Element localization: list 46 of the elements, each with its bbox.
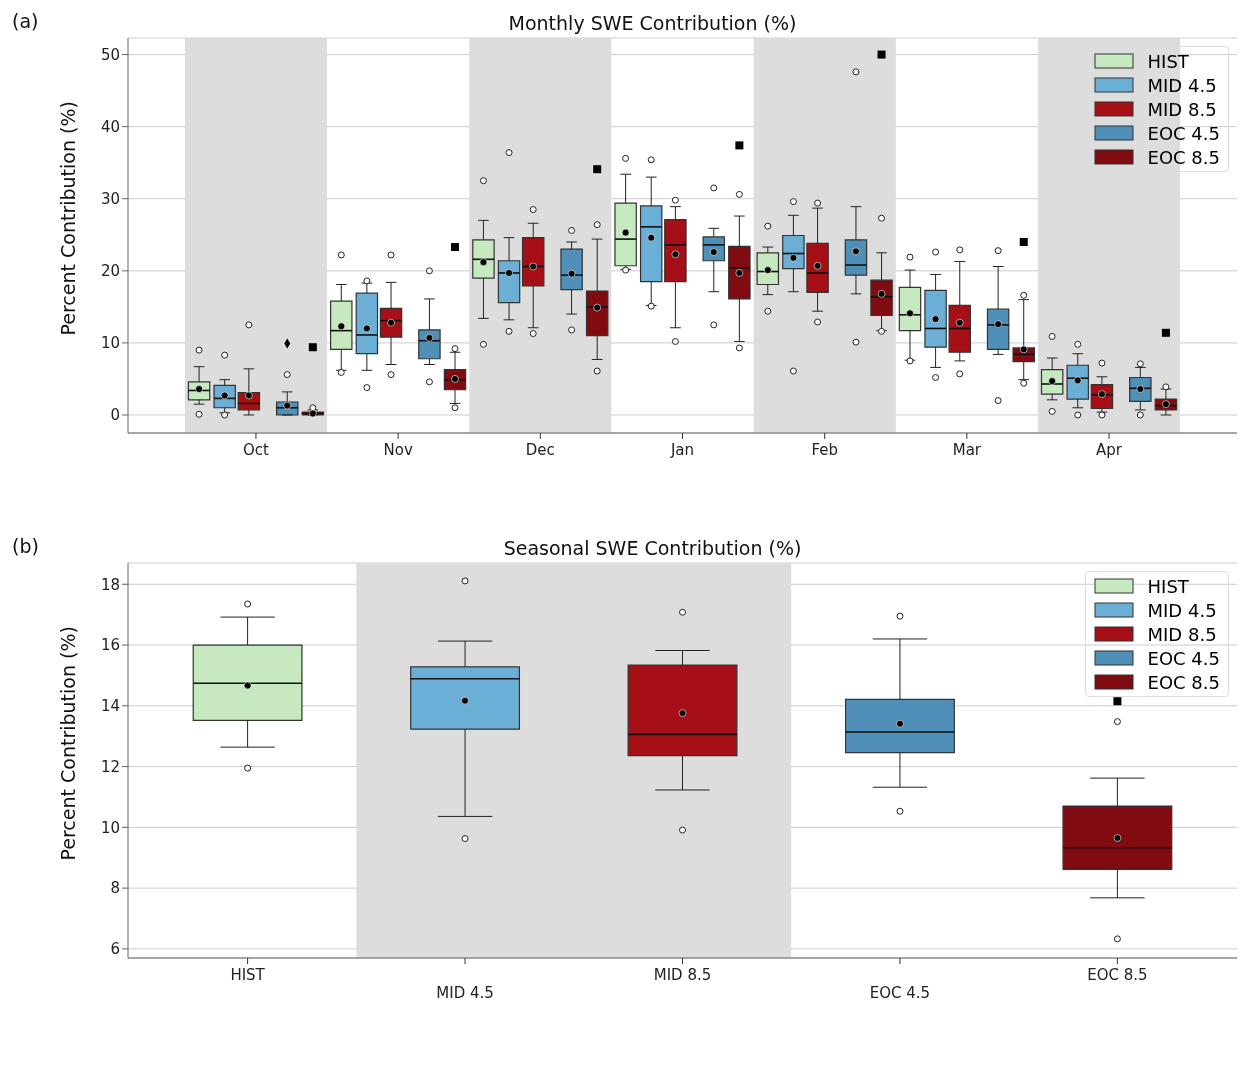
y-axis-title: Percent Contribution (%): [56, 101, 79, 336]
y-tick-label: 12: [100, 757, 120, 776]
chart-title: Seasonal SWE Contribution (%): [502, 537, 803, 559]
legend-label: EOC 8.5: [1147, 146, 1220, 168]
legend-label: HIST: [1147, 575, 1189, 597]
legend-label: MID 8.5: [1147, 623, 1217, 645]
y-tick-label: 14: [100, 697, 120, 716]
legend-label: MID 8.5: [1147, 98, 1217, 120]
text: (b): [12, 535, 39, 557]
legend-label: EOC 4.5: [1147, 647, 1220, 669]
x-tick-label: Oct: [242, 441, 270, 459]
y-tick-label: 8: [110, 879, 120, 898]
point: [451, 243, 460, 252]
y-tick-label: 50: [100, 45, 120, 64]
x-tick-label: Apr: [1096, 441, 1123, 459]
legend-label: EOC 8.5: [1147, 671, 1220, 693]
y-axis-title: Percent Contribution (%): [56, 626, 79, 861]
chart-title: Monthly SWE Contribution (%): [507, 12, 798, 34]
legend-label: MID 4.5: [1147, 74, 1217, 96]
y-tick-label: 0: [110, 406, 120, 425]
point: [1019, 237, 1028, 246]
y-tick-label: 20: [100, 262, 120, 281]
x-tick-label: HIST: [230, 966, 266, 984]
y-tick-label: 6: [110, 940, 120, 959]
x-tick-label: Mar: [952, 441, 982, 459]
x-tick-label: MID 8.5: [653, 966, 712, 984]
y-tick-label: 18: [100, 575, 120, 594]
legend-label: EOC 4.5: [1147, 122, 1220, 144]
x-tick-label: EOC 8.5: [1087, 966, 1148, 984]
y-tick-label: 40: [100, 117, 120, 136]
y-tick-label: 30: [100, 190, 120, 209]
point: [593, 165, 602, 174]
legend-label: HIST: [1147, 50, 1189, 72]
legend-label: MID 4.5: [1147, 599, 1217, 621]
point: [877, 50, 886, 59]
y-tick-label: 10: [100, 818, 120, 837]
point: [1161, 328, 1170, 337]
x-tick-label: Dec: [525, 441, 555, 459]
y-tick-label: 16: [100, 636, 120, 655]
x-tick-label: Jan: [669, 441, 695, 459]
text: (a): [12, 10, 39, 32]
x-tick-label: Feb: [811, 441, 838, 459]
x-tick-label: Nov: [383, 441, 413, 459]
y-tick-label: 10: [100, 334, 120, 353]
point: [735, 141, 744, 150]
point: [308, 343, 317, 352]
